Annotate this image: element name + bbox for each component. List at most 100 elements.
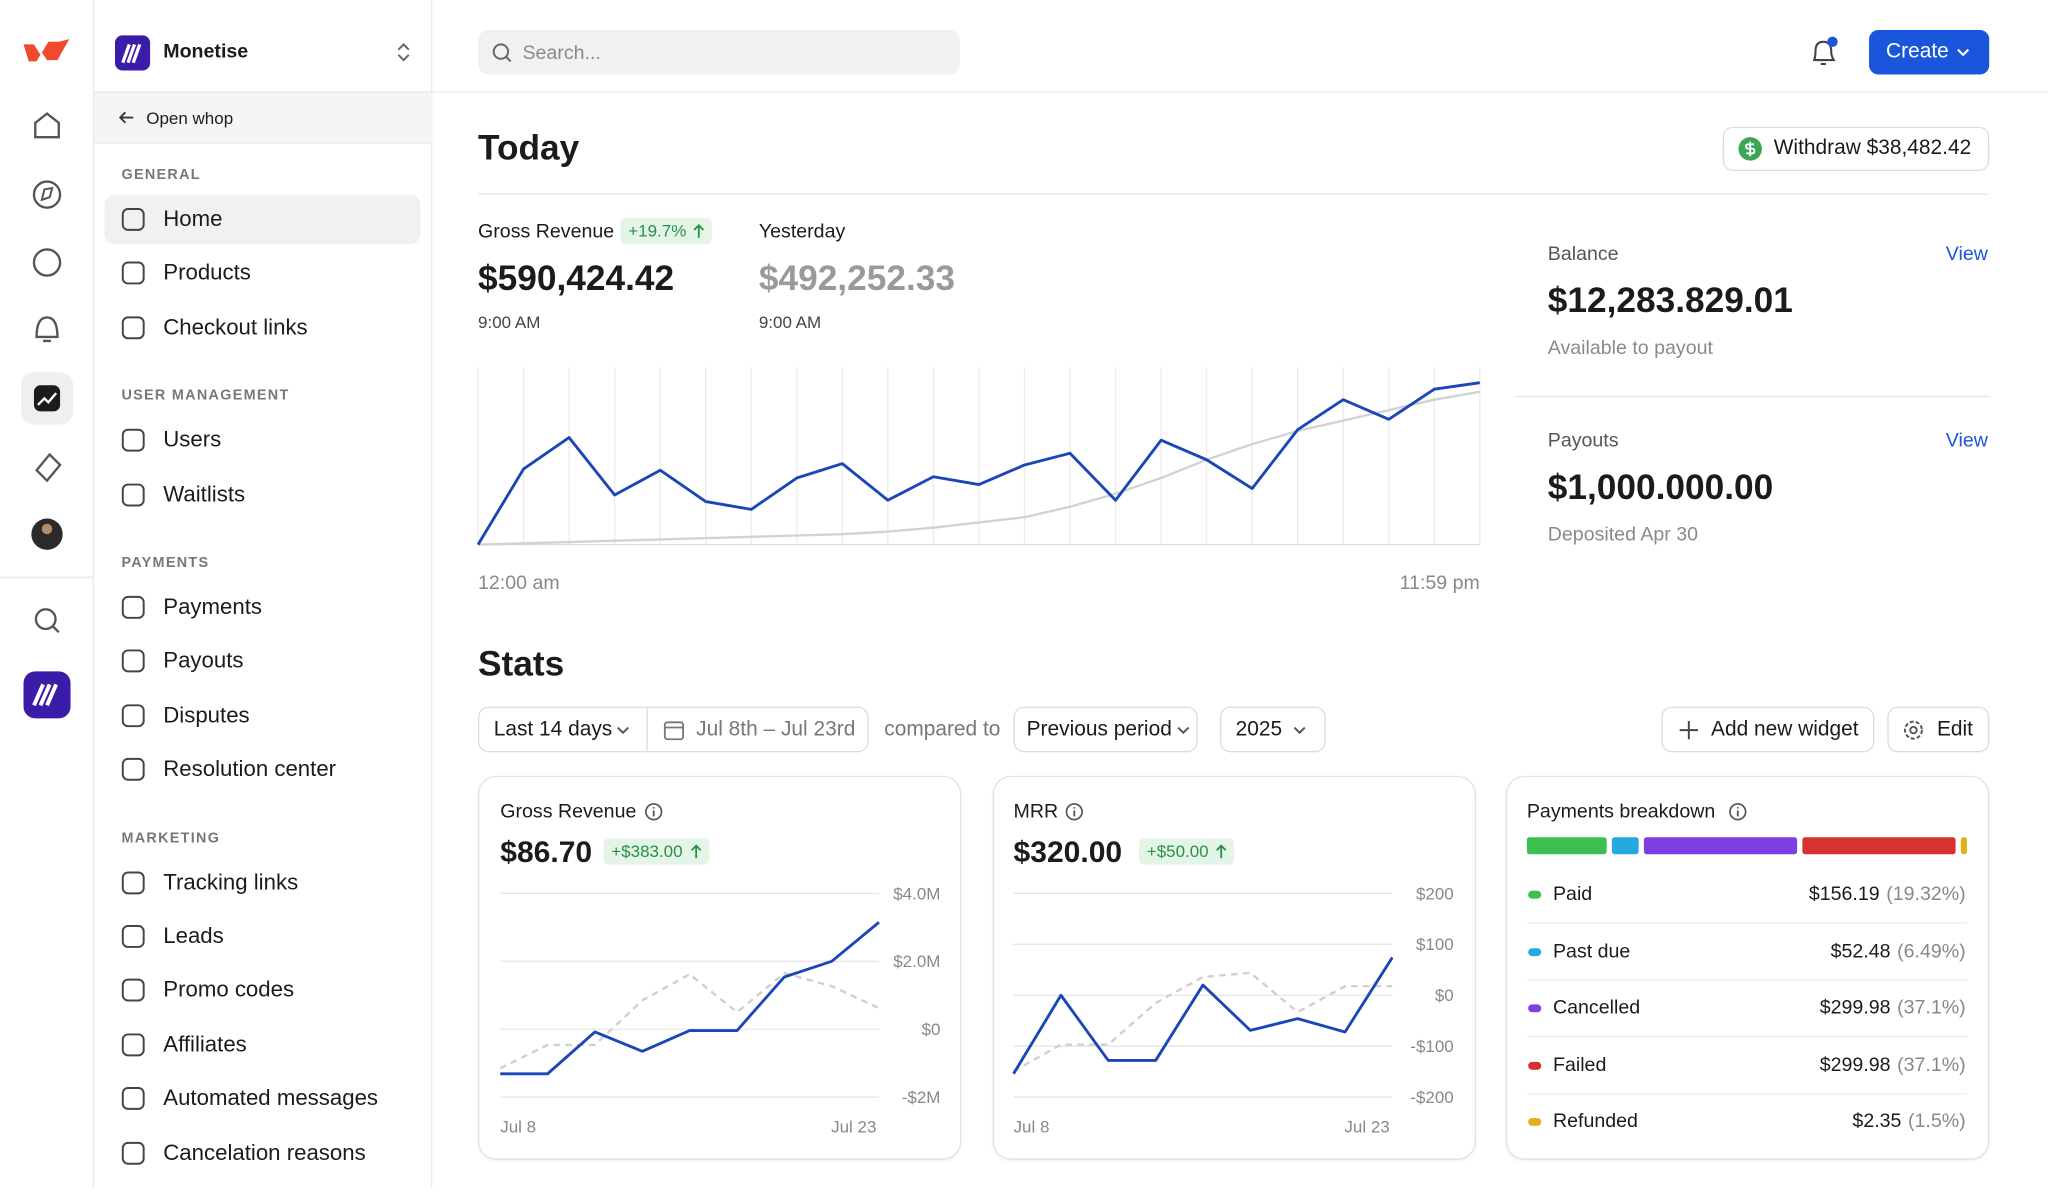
item-amount-wrap: $299.98 (37.1%) (1820, 998, 1966, 1018)
nav-icon (121, 979, 145, 1002)
payouts-view[interactable]: View (1945, 429, 1988, 452)
nav-icon-shape (121, 649, 145, 673)
workspace-switch[interactable] (394, 40, 412, 64)
search-box[interactable] (478, 30, 960, 75)
gear-icon (1903, 720, 1923, 740)
comparison-label[interactable]: Previous period (1026, 718, 1172, 741)
breakdown-segment (1526, 837, 1607, 855)
nav-icon-shape (121, 595, 145, 619)
withdraw-label[interactable]: Withdraw $38,482.42 (1773, 137, 1972, 160)
today-title: Today (478, 127, 580, 168)
create-label[interactable]: Create (1886, 40, 1949, 63)
search-icon[interactable] (34, 608, 57, 631)
nav-item[interactable]: Checkout links (163, 314, 308, 340)
item-divider (1526, 978, 1968, 981)
comparison-picker[interactable] (1013, 706, 1198, 753)
create-chevron (1957, 48, 1970, 57)
nav-icon-shape (121, 925, 145, 948)
nav-item[interactable]: Tracking links (163, 869, 299, 895)
nav-item[interactable]: Automated messages (163, 1085, 379, 1111)
nav-icon-shape (121, 870, 145, 894)
avatar[interactable] (31, 518, 63, 550)
explore-icon[interactable] (32, 180, 62, 209)
year-label[interactable]: 2025 (1235, 718, 1283, 741)
bell-icon[interactable] (35, 316, 59, 343)
info-icon[interactable] (644, 802, 664, 822)
workspace-glyph (32, 683, 58, 707)
nav-icon (121, 758, 145, 781)
edit-label[interactable]: Edit (1936, 718, 1973, 741)
item-share: (37.1%) (1897, 1053, 1966, 1076)
notifications[interactable] (1808, 35, 1842, 69)
item-divider (1526, 1092, 1968, 1094)
breakdown-card (1505, 775, 1990, 1160)
x-label: 11:59 pm (1400, 572, 1480, 594)
nav-item[interactable]: Waitlists (163, 481, 246, 507)
nav-item[interactable]: Resolution center (163, 756, 337, 782)
nav-icon (121, 207, 145, 231)
nav-icon (121, 483, 145, 506)
payouts-value: $1,000.000.00 (1547, 467, 1774, 507)
yesterday-label: Yesterday (758, 220, 846, 243)
nav-item[interactable]: Payouts (163, 648, 244, 674)
up-arrow (1216, 844, 1227, 859)
nav-item[interactable]: Leads (163, 923, 224, 949)
home-icon[interactable] (34, 112, 60, 139)
nav-item[interactable]: Users (163, 427, 222, 453)
mrr-change: +$50.00 (1146, 841, 1209, 861)
item-amount-wrap: $52.48 (6.49%) (1831, 941, 1966, 961)
chat-icon[interactable] (32, 248, 62, 277)
item-amount: $299.98 (1819, 1053, 1891, 1076)
nav-icon (121, 1033, 145, 1057)
range-picker[interactable] (478, 706, 869, 753)
open-whop-bar[interactable] (94, 91, 433, 144)
tag-icon[interactable] (34, 452, 62, 483)
info-icon[interactable] (1728, 802, 1748, 822)
back-arrow (118, 111, 134, 124)
gross-value: $590,424.42 (478, 258, 675, 298)
stats-icon[interactable] (33, 385, 61, 412)
item-amount: $156.19 (1808, 882, 1880, 906)
nav-item[interactable]: Affiliates (163, 1031, 247, 1057)
open-whop[interactable]: Open whop (146, 108, 234, 128)
nav-item[interactable]: Cancelation reasons (163, 1139, 366, 1165)
gross-revenue-card (478, 775, 962, 1160)
nav-icon (121, 428, 145, 452)
balance-view[interactable]: View (1945, 242, 1988, 266)
legend-dot (1528, 1004, 1542, 1013)
section-title: PAYMENTS (121, 555, 210, 571)
withdraw-button[interactable] (1722, 126, 1990, 172)
add-widget-label[interactable]: Add new widget (1711, 718, 1859, 741)
workspace-logo (114, 35, 151, 71)
item-amount-wrap: $156.19 (19.32%) (1809, 884, 1966, 904)
year-picker[interactable] (1219, 706, 1326, 753)
series-line (478, 390, 1481, 546)
range-label[interactable]: Last 14 days (493, 718, 613, 741)
info-icon[interactable] (1064, 802, 1084, 822)
nav-item[interactable]: Home (163, 206, 223, 232)
nav-item[interactable]: Promo codes (163, 977, 295, 1003)
nav-icon (121, 1087, 145, 1111)
breakdown-segment (1611, 837, 1639, 855)
nav-icon-shape (121, 262, 145, 285)
nav-icon-shape (121, 428, 145, 452)
year-chevron (1293, 726, 1306, 735)
breakdown-title: Payments breakdown (1526, 800, 1716, 823)
nav-item[interactable]: Payments (163, 594, 262, 620)
mrr-value: $320.00 (1013, 834, 1123, 869)
mrr-change-pill: +$50.00 (1138, 838, 1235, 865)
item-divider (1526, 922, 1968, 924)
item-name: Refunded (1552, 1110, 1638, 1133)
create-button[interactable] (1869, 30, 1990, 75)
balance-label: Balance (1547, 242, 1619, 266)
nav-item[interactable]: Products (163, 260, 251, 286)
nav-item[interactable]: Disputes (163, 702, 250, 728)
legend-dot (1528, 890, 1542, 899)
legend-dot (1528, 947, 1542, 956)
workspace-name[interactable]: Monetise (163, 40, 249, 63)
item-amount-wrap: $299.98 (37.1%) (1820, 1055, 1966, 1075)
avatar-face (41, 523, 53, 535)
balance-divider (1515, 395, 1990, 398)
dollar-icon (1738, 137, 1762, 161)
dates-label[interactable]: Jul 8th – Jul 23rd (696, 718, 856, 741)
